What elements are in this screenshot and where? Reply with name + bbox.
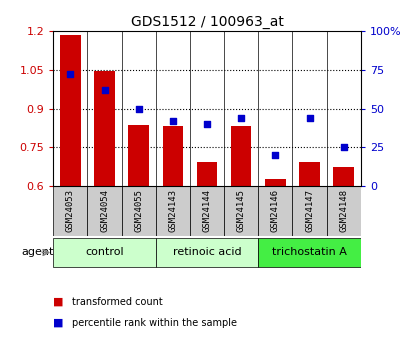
Bar [258,186,292,236]
Bar [87,186,121,236]
Bar [265,179,285,186]
Bar [53,238,155,267]
Text: GSM24143: GSM24143 [168,189,177,233]
Text: GSM24054: GSM24054 [100,189,109,233]
Text: GSM24147: GSM24147 [304,189,313,233]
Text: retinoic acid: retinoic acid [172,247,241,257]
Point [203,121,210,127]
Bar [94,71,115,186]
Text: GSM24144: GSM24144 [202,189,211,233]
Bar [155,186,189,236]
Text: percentile rank within the sample: percentile rank within the sample [72,318,236,327]
Bar [60,35,81,186]
Title: GDS1512 / 100963_at: GDS1512 / 100963_at [130,14,283,29]
Bar [333,167,353,186]
Point [101,87,108,93]
Text: ■: ■ [53,297,64,307]
Point [67,72,74,77]
Bar [196,161,217,186]
Bar [230,126,251,186]
Bar [121,186,155,236]
Text: GSM24055: GSM24055 [134,189,143,233]
Bar [162,126,183,186]
Text: control: control [85,247,124,257]
Bar [53,186,87,236]
Point [135,106,142,111]
Bar [224,186,258,236]
Bar [189,186,224,236]
Bar [258,238,360,267]
Text: agent: agent [21,247,53,257]
Text: GSM24148: GSM24148 [338,189,347,233]
Text: ■: ■ [53,318,64,327]
Point [272,152,278,158]
Text: GSM24145: GSM24145 [236,189,245,233]
Bar [128,125,148,186]
Text: GSM24053: GSM24053 [66,189,75,233]
Bar [292,186,326,236]
Bar [299,161,319,186]
Bar [155,238,258,267]
Text: GSM24146: GSM24146 [270,189,279,233]
Text: trichostatin A: trichostatin A [272,247,346,257]
Point [339,145,346,150]
Text: transformed count: transformed count [72,297,162,307]
Bar [326,186,360,236]
Point [306,115,312,121]
Point [237,115,244,121]
Point [169,118,176,124]
